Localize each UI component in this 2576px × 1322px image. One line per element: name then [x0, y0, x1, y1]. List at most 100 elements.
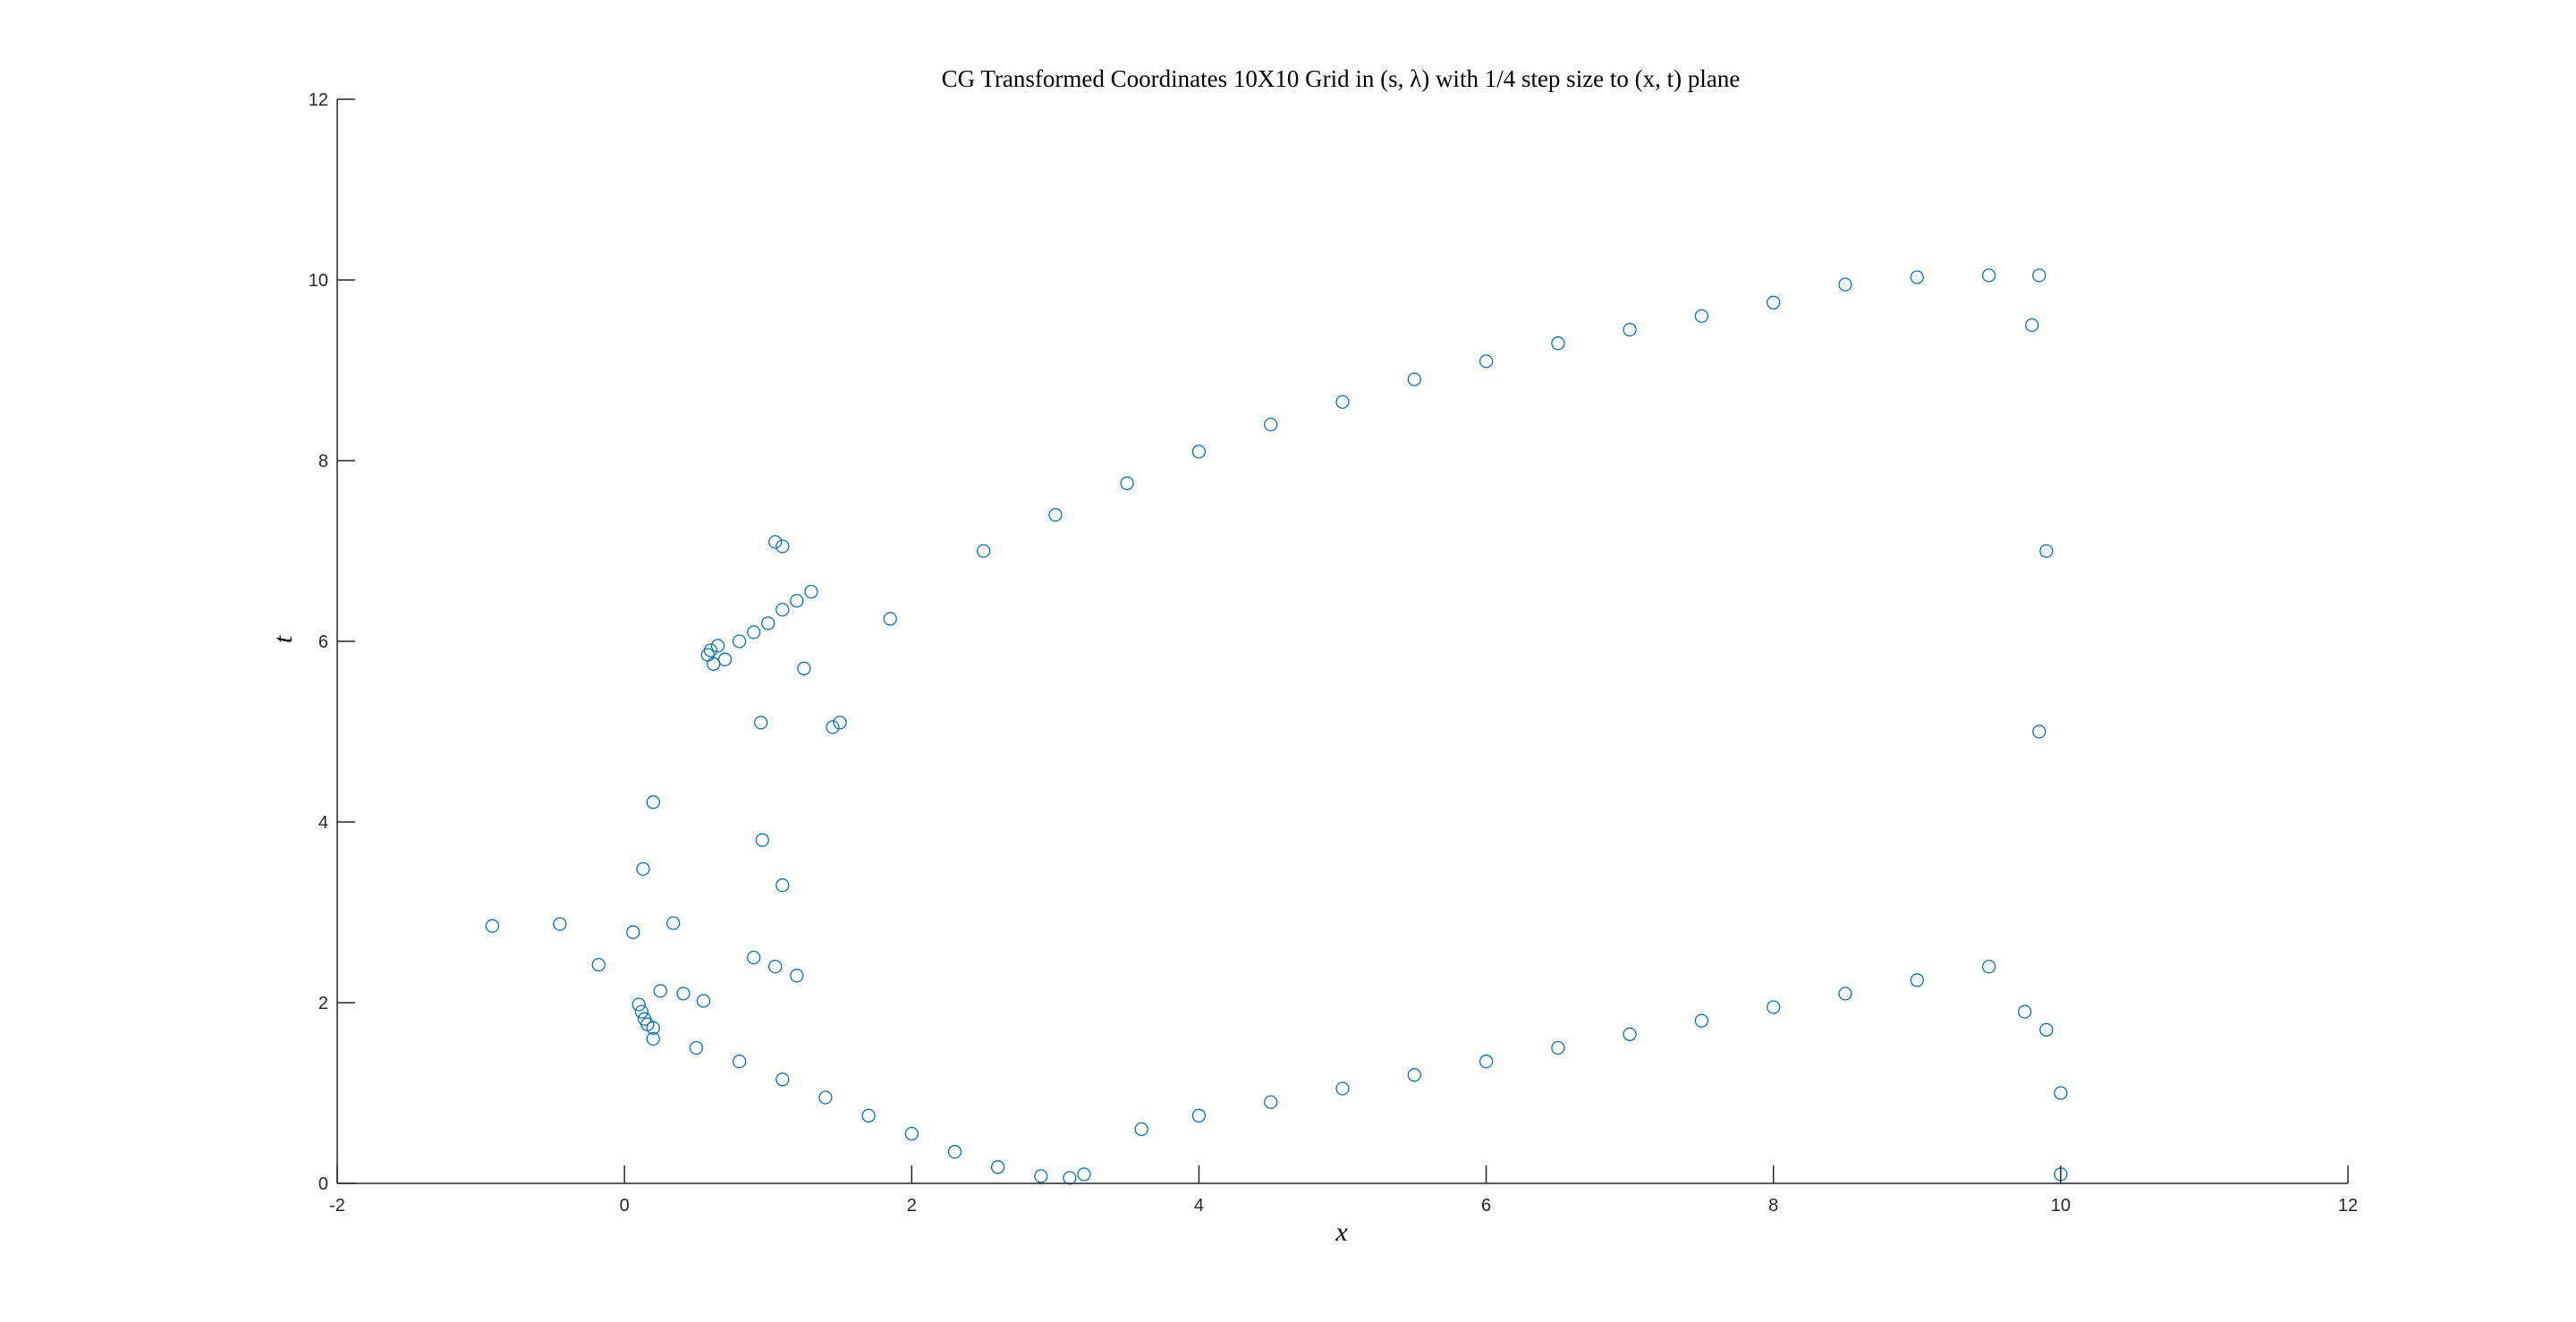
data-point — [1407, 1068, 1421, 1082]
data-point — [676, 987, 691, 1001]
data-point — [2032, 725, 2046, 739]
data-point — [1910, 973, 1924, 987]
data-point — [1623, 1027, 1637, 1041]
data-point — [904, 1126, 919, 1141]
data-point — [2054, 1086, 2068, 1100]
data-point — [1335, 1081, 1350, 1096]
data-point — [1335, 394, 1350, 410]
data-point — [732, 1055, 747, 1069]
data-point — [634, 1004, 649, 1019]
data-point — [653, 984, 667, 998]
x-tick-label: 8 — [1768, 1196, 1778, 1216]
data-point — [1838, 987, 1852, 1001]
data-point — [768, 535, 783, 549]
data-point — [703, 643, 718, 657]
data-point — [1551, 336, 1565, 351]
data-point — [646, 1021, 660, 1035]
x-tick-label: 4 — [1194, 1196, 1204, 1216]
data-point — [883, 612, 897, 626]
data-points-layer — [485, 268, 2068, 1185]
data-point — [626, 925, 640, 939]
y-tick-label: 10 — [309, 271, 328, 291]
x-tick-label: -2 — [329, 1196, 345, 1216]
chart-title: CG Transformed Coordinates 10X10 Grid in… — [942, 65, 1741, 92]
data-point — [707, 657, 721, 671]
data-point — [1551, 1040, 1565, 1055]
data-point — [2025, 318, 2039, 333]
data-point — [2039, 1022, 2054, 1037]
data-point — [1623, 322, 1637, 337]
data-point — [775, 539, 790, 554]
data-point — [717, 652, 733, 666]
data-point — [818, 1090, 833, 1105]
data-point — [1767, 1000, 1781, 1014]
data-point — [553, 917, 567, 931]
y-axis-label: t — [268, 635, 298, 643]
x-tick-label: 0 — [620, 1196, 630, 1216]
data-point — [804, 584, 818, 599]
data-point — [2018, 1004, 2032, 1019]
data-point — [689, 1040, 704, 1055]
data-point — [976, 544, 991, 558]
data-point — [761, 616, 775, 631]
data-point — [861, 1108, 876, 1123]
data-point — [1479, 1055, 1494, 1069]
data-point — [1191, 445, 1207, 459]
y-tick-label: 12 — [309, 90, 328, 110]
data-point — [1767, 295, 1781, 309]
data-point — [2032, 268, 2046, 283]
data-point — [696, 994, 711, 1008]
x-tick-label: 2 — [907, 1196, 917, 1216]
data-point — [1694, 309, 1709, 324]
data-point — [1838, 277, 1852, 292]
data-point — [710, 639, 725, 653]
data-point — [1694, 1013, 1709, 1028]
data-point — [747, 625, 761, 640]
data-point — [1910, 270, 1924, 284]
data-point — [826, 720, 840, 734]
data-point — [636, 861, 650, 877]
data-point — [754, 716, 768, 730]
data-point — [666, 916, 681, 930]
data-point — [1134, 1122, 1148, 1137]
data-point — [768, 959, 783, 974]
data-point — [646, 795, 660, 809]
data-point — [591, 957, 606, 972]
x-axis-label: x — [1335, 1217, 1348, 1247]
data-point — [775, 602, 790, 617]
data-point — [485, 919, 500, 933]
data-point — [833, 716, 847, 730]
data-point — [646, 1031, 660, 1047]
data-point — [990, 1160, 1005, 1174]
data-point — [1077, 1167, 1091, 1182]
data-point — [1034, 1169, 1048, 1183]
data-point — [947, 1145, 962, 1159]
data-point — [1264, 417, 1278, 432]
data-point — [797, 661, 811, 675]
data-point — [1479, 354, 1494, 369]
y-tick-label: 8 — [318, 452, 328, 471]
data-point — [1063, 1171, 1077, 1185]
data-point — [755, 833, 769, 847]
data-point — [1191, 1108, 1207, 1123]
data-point — [631, 997, 646, 1012]
data-point — [2039, 544, 2054, 558]
y-tick-label: 6 — [318, 632, 328, 652]
y-tick-label: 2 — [318, 994, 328, 1013]
data-point — [790, 969, 804, 983]
x-tick-label: 12 — [2338, 1196, 2358, 1216]
data-point — [1981, 268, 1996, 283]
data-point — [747, 950, 761, 965]
x-tick-label: 10 — [2051, 1196, 2071, 1216]
x-tick-label: 6 — [1481, 1196, 1491, 1216]
data-point — [775, 1072, 790, 1087]
data-point — [1120, 476, 1134, 490]
y-tick-label: 4 — [318, 813, 328, 833]
data-point — [1407, 372, 1421, 386]
data-point — [1264, 1095, 1278, 1109]
data-point — [1048, 507, 1063, 522]
data-point — [775, 878, 790, 893]
